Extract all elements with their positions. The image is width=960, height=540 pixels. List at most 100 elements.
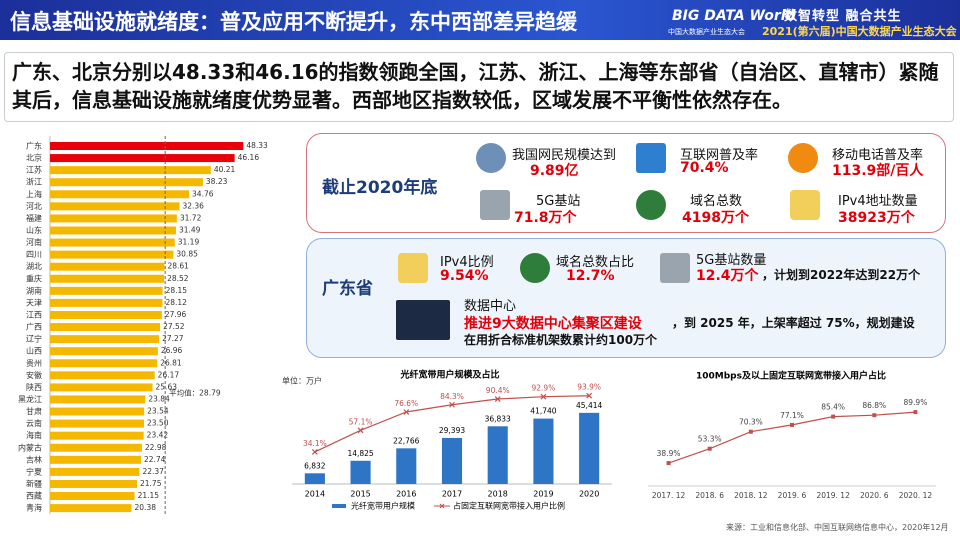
icon [636, 190, 666, 220]
reference-label: 平均值：28.79 [169, 387, 221, 397]
category-label: 四川 [26, 250, 42, 259]
value-label: 26.96 [161, 346, 183, 355]
line-value-label: 70.3% [739, 418, 763, 427]
bar-value-label: 6,832 [304, 461, 326, 470]
bar [50, 226, 176, 235]
bar [487, 426, 508, 484]
value-label: 22.74 [144, 455, 166, 464]
chart-title: 光纤宽带用户规模及占比 [399, 369, 499, 381]
line-value-label: 85.4% [821, 403, 845, 412]
chart-title: 100Mbps及以上固定互联网宽带接入用户占比 [696, 370, 886, 382]
category-label: 广东 [26, 141, 42, 151]
value-label: 23.54 [147, 407, 169, 416]
unit-label: 单位：万户 [282, 376, 322, 386]
logo-subtitle: 中国大数据产业生态大会 [668, 28, 745, 36]
value-label: 28.61 [167, 262, 189, 271]
line-value-label: 93.9% [577, 383, 601, 392]
category-label: 北京 [26, 153, 42, 163]
category-label: 山东 [26, 225, 42, 235]
bar-value-label: 36,833 [485, 414, 511, 423]
stat-value: 12.7% [566, 268, 615, 284]
line-value-label: 38.9% [657, 449, 681, 458]
category-label: 陕西 [26, 382, 42, 392]
x-tick-label: 2017 [442, 490, 462, 499]
bar [50, 178, 203, 187]
icon [636, 143, 666, 173]
datacenter-text: 在用折合标准机架数累计约100万个 [464, 333, 658, 347]
stat-label: 5G基站数量 [696, 253, 767, 268]
bar-value-label: 14,825 [347, 449, 373, 458]
bar [50, 359, 158, 368]
value-label: 27.96 [165, 310, 187, 319]
line-value-label: 90.4% [486, 386, 510, 395]
bar [50, 250, 174, 259]
category-label: 广西 [26, 322, 42, 332]
x-tick-label: 2014 [305, 490, 325, 499]
category-label: 新疆 [26, 478, 42, 488]
stat-label: 5G基站 [536, 194, 581, 209]
category-label: 宁夏 [26, 466, 42, 476]
datacenter-label: 数据中心 [464, 299, 517, 314]
bar [350, 460, 371, 484]
value-label: 26.17 [158, 370, 180, 379]
value-label: 26.81 [160, 358, 182, 367]
category-label: 重庆 [26, 273, 42, 283]
value-label: 31.19 [178, 238, 200, 247]
bar [50, 371, 155, 380]
x-tick-label: 2018 [488, 490, 508, 499]
line-value-label: 86.8% [862, 401, 886, 410]
value-label: 25.63 [156, 382, 178, 391]
panel-title: 截止2020年底 [322, 178, 438, 198]
category-label: 安徽 [26, 370, 42, 380]
stat-value: 38923万个 [838, 210, 915, 226]
value-label: 32.36 [182, 201, 204, 210]
x-tick-label: 2017. 12 [652, 491, 686, 500]
category-label: 福建 [26, 213, 42, 223]
category-label: 西藏 [26, 491, 42, 501]
category-label: 吉林 [26, 454, 42, 464]
line-value-label: 53.3% [698, 435, 722, 444]
category-label: 青海 [26, 503, 42, 513]
line-value-label: 57.1% [349, 417, 373, 426]
line-marker [790, 422, 794, 427]
bar [50, 479, 137, 488]
category-label: 浙江 [26, 177, 42, 187]
category-label: 湖北 [26, 262, 42, 271]
legend-label: 占固定互联网宽带接入用户比例 [453, 501, 565, 511]
category-label: 河北 [26, 201, 42, 211]
bar-value-label: 29,393 [439, 426, 465, 435]
icon [660, 253, 690, 283]
bar [50, 347, 158, 356]
line-value-label: 77.1% [780, 411, 804, 420]
value-label: 27.27 [162, 334, 184, 343]
x-tick-label: 2019 [533, 490, 553, 499]
stat-value: 12.4万个 [696, 268, 759, 284]
bar [579, 412, 600, 484]
category-label: 甘肃 [26, 406, 42, 416]
line-marker [403, 409, 410, 415]
bar-value-label: 45,414 [576, 401, 602, 410]
x-tick-label: 2020. 12 [899, 491, 933, 500]
bar [50, 310, 162, 319]
value-label: 28.52 [167, 274, 189, 283]
bar [50, 467, 140, 476]
stat-label: 域名总数占比 [556, 255, 635, 270]
category-label: 海南 [26, 430, 42, 440]
bar [50, 262, 165, 271]
stat-value: 9.89亿 [530, 163, 579, 179]
server-icon [396, 300, 450, 340]
stat-label: 移动电话普及率 [832, 148, 924, 163]
value-label: 38.23 [206, 177, 228, 186]
icon [398, 253, 428, 283]
stat-value: 70.4% [680, 160, 729, 176]
bar [50, 286, 163, 295]
datacenter-highlight: 推进9大数据中心集聚区建设 [464, 316, 642, 332]
x-tick-label: 2019. 6 [778, 491, 807, 500]
line-marker [831, 414, 836, 419]
bar [50, 492, 135, 501]
line-marker [586, 392, 593, 399]
line-marker [540, 393, 547, 400]
value-label: 31.49 [179, 225, 201, 234]
